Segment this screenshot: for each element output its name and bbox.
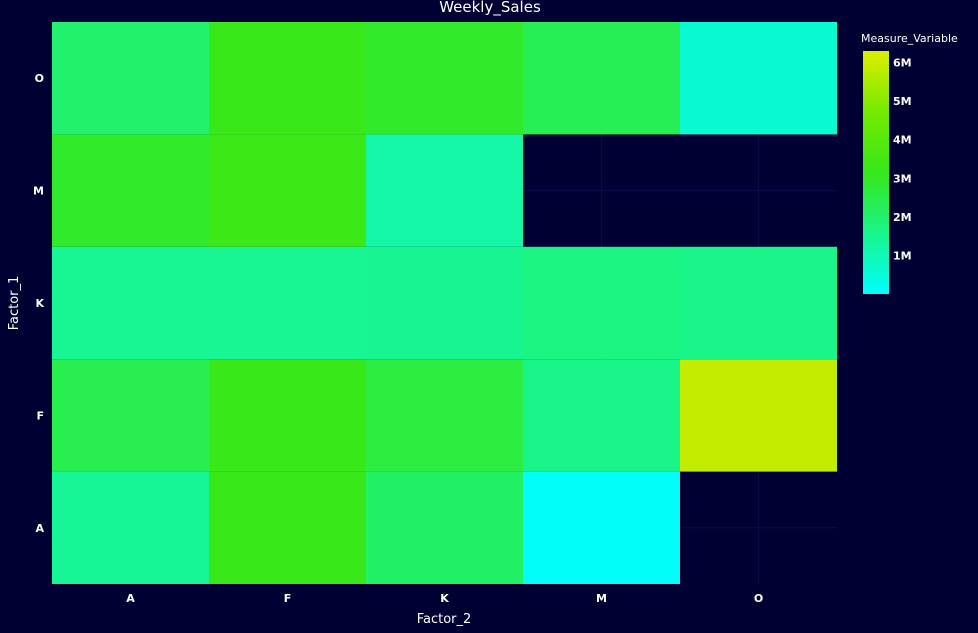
x-tick-label: A (126, 592, 135, 605)
colorbar-tick-label: 3M (893, 172, 912, 185)
y-tick-label: M (33, 185, 44, 198)
heatmap-cell-M-F (209, 134, 366, 247)
heatmap-cell-O-M (523, 22, 680, 135)
heatmap-cell-A-M (523, 471, 680, 584)
heatmap-cell-K-M (523, 246, 680, 360)
heatmap-cell-O-F (209, 22, 366, 135)
y-tick-label: O (35, 72, 44, 85)
heatmap-cell-O-O (680, 22, 837, 135)
colorbar-ticks: 1M 2M 3M 4M 5M 6M (893, 57, 912, 263)
heatmap-cell-K-O (680, 246, 837, 360)
y-axis-ticks: A F K M O (33, 72, 44, 535)
heatmap-cell-K-A (52, 246, 209, 360)
heatmap-cell-K-K (366, 246, 523, 360)
heatmap-cell-F-O (680, 359, 837, 472)
heatmap-cells (52, 22, 837, 584)
heatmap-cell-A-A (52, 471, 209, 584)
y-tick-label: K (35, 297, 44, 310)
heatmap-cell-F-A (52, 359, 209, 472)
colorbar-tick-label: 4M (893, 134, 912, 147)
chart-title: Weekly_Sales (439, 0, 541, 17)
x-tick-label: M (596, 592, 607, 605)
colorbar-tick-label: 2M (893, 211, 912, 224)
heatmap-cell-A-K (366, 471, 523, 584)
colorbar-tick-label: 5M (893, 95, 912, 108)
x-tick-label: K (440, 592, 449, 605)
colorbar-legend: Measure_Variable 1M 2M 3M 4M 5M 6M (861, 32, 958, 294)
colorbar-tick-label: 6M (893, 57, 912, 70)
heatmap-cell-F-M (523, 359, 680, 472)
y-axis-title: Factor_1 (7, 276, 22, 331)
heatmap-cell-O-K (366, 22, 523, 135)
y-tick-label: A (35, 522, 44, 535)
heatmap-cell-O-A (52, 22, 209, 135)
heatmap-cell-A-F (209, 471, 366, 584)
heatmap-cell-F-K (366, 359, 523, 472)
y-tick-label: F (36, 409, 44, 422)
x-tick-label: O (754, 592, 763, 605)
heatmap-cell-F-F (209, 359, 366, 472)
heatmap-cell-M-K (366, 134, 523, 247)
colorbar-gradient (863, 51, 889, 294)
heatmap-cell-M-A (52, 134, 209, 247)
x-tick-label: F (284, 592, 292, 605)
colorbar-title: Measure_Variable (861, 32, 958, 45)
colorbar-tick-label: 1M (893, 249, 912, 262)
heatmap-cell-K-F (209, 246, 366, 360)
x-axis-title: Factor_2 (417, 612, 472, 627)
